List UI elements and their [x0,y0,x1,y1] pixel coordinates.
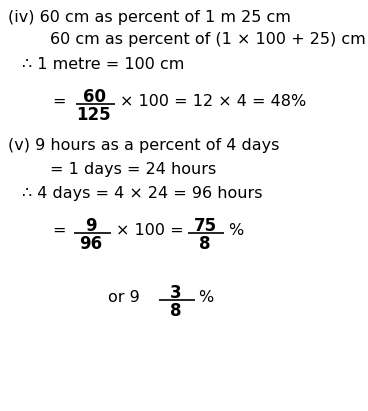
Text: %: % [228,223,243,238]
Text: %: % [198,290,213,305]
Text: 8: 8 [199,235,211,253]
Text: 3: 3 [170,284,182,302]
Text: 8: 8 [170,302,182,320]
Text: =: = [52,223,66,238]
Text: (iv) 60 cm as percent of 1 m 25 cm: (iv) 60 cm as percent of 1 m 25 cm [8,10,291,25]
Text: 125: 125 [77,106,111,124]
Text: (v) 9 hours as a percent of 4 days: (v) 9 hours as a percent of 4 days [8,138,279,153]
Text: 60 cm as percent of (1 × 100 + 25) cm: 60 cm as percent of (1 × 100 + 25) cm [50,32,366,47]
Text: ∴ 4 days = 4 × 24 = 96 hours: ∴ 4 days = 4 × 24 = 96 hours [22,186,262,201]
Text: or 9: or 9 [108,290,140,305]
Text: ∴ 1 metre = 100 cm: ∴ 1 metre = 100 cm [22,57,184,72]
Text: × 100 = 12 × 4 = 48%: × 100 = 12 × 4 = 48% [120,94,306,109]
Text: = 1 days = 24 hours: = 1 days = 24 hours [50,162,216,177]
Text: 96: 96 [79,235,103,253]
Text: 9: 9 [85,217,97,235]
Text: × 100 =: × 100 = [116,223,184,238]
Text: 60: 60 [82,88,106,106]
Text: 75: 75 [194,217,216,235]
Text: =: = [52,94,66,109]
